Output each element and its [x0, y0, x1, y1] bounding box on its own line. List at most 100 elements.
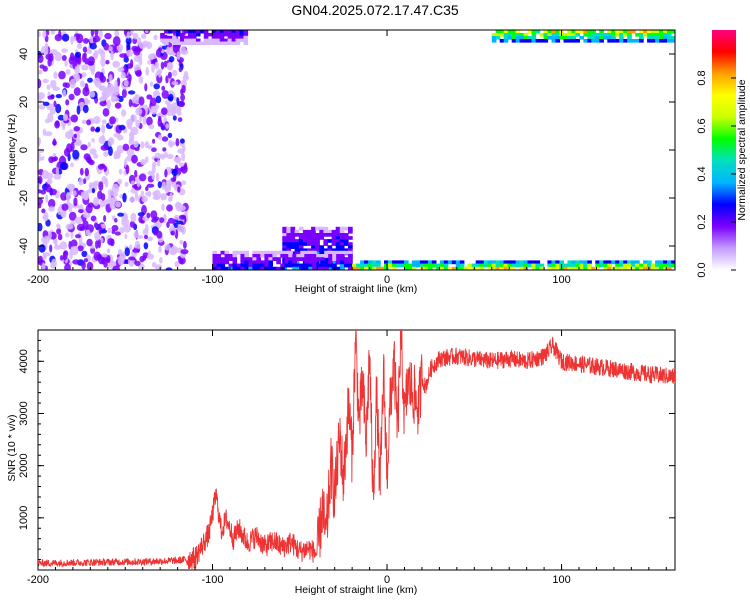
heatmap-cell-0-759	[109, 116, 116, 125]
heatmap-cell-0-824	[73, 126, 81, 132]
heatmap-cell-2-22-1	[300, 254, 305, 258]
heatmap-cell-0-288	[103, 43, 110, 51]
heatmap-cell-5-21-1	[243, 32, 249, 37]
heatmap-cell-0-146	[79, 167, 84, 176]
heatmap-cell-5-17-4	[227, 41, 233, 45]
heatmap-cell-0-631	[154, 61, 159, 70]
heatmap-cell-5-10-0	[199, 30, 205, 34]
heatmap-cell-3-56-0	[575, 260, 580, 265]
heatmap-cell-1-2-2	[290, 233, 296, 237]
heatmap-cell-4-16-0	[555, 30, 561, 34]
heatmap-cell-3-56-1	[575, 263, 580, 268]
heatmap-cell-3-8-2	[384, 266, 389, 270]
heatmap-cell-2-7-2	[240, 257, 245, 261]
heatmap-cell-0-633	[123, 56, 129, 63]
heatmap-cell-0-535	[140, 141, 145, 149]
heatmap-cell-0-862	[159, 217, 165, 224]
heatmap-cell-3-27-0	[459, 260, 465, 265]
heatmap-cell-4-19-0	[567, 30, 572, 34]
heatmap-cell-3-28-2	[463, 266, 469, 270]
heatmap-cell-5-4-3	[176, 38, 181, 43]
heatmap-cell-1-0-1	[282, 229, 287, 234]
heatmap-cell-5-6-0	[184, 30, 189, 34]
heatmap-cell-4-1-0	[495, 30, 501, 34]
heatmap-cell-2-24-2	[308, 257, 313, 261]
heatmap-cell-5-19-4	[235, 41, 241, 45]
heatmap-cell-2-0-0	[212, 250, 218, 255]
heatmap-cell-0-726	[105, 199, 110, 205]
heatmap-cell-2-28-1	[324, 254, 329, 258]
heatmap-cell-3-23-2	[443, 266, 449, 270]
heatmap-cell-0-808	[74, 141, 82, 146]
heatmap-cell-3-58-0	[583, 260, 588, 265]
colorbar-tick-label: 0.0	[696, 262, 708, 277]
heatmap-cell-3-23-0	[443, 260, 449, 265]
heatmap-cell-2-32-0	[340, 250, 345, 255]
heatmap-cell-5-1-0	[164, 30, 169, 34]
heatmap-cell-0-506	[133, 47, 141, 56]
heatmap-cell-2-2-4	[220, 263, 226, 268]
heatmap-cell-1-10-4	[323, 239, 329, 243]
heatmap-cell-1-10-2	[323, 233, 329, 237]
heatmap-cell-4-25-3	[591, 39, 596, 43]
heatmap-cell-1-10-5	[323, 242, 329, 246]
heatmap-cell-0-773	[55, 167, 60, 176]
heatmap-cell-5-17-1	[227, 32, 233, 37]
heatmap-cell-0-599	[84, 97, 89, 103]
heatmap-cell-2-8-0	[244, 250, 249, 255]
heatmap-cell-0-847	[98, 181, 104, 192]
heatmap-cell-3-18-1	[423, 263, 429, 268]
heatmap-cell-3-60-2	[591, 266, 596, 270]
heatmap-cell-2-13-4	[264, 263, 269, 268]
heatmap-cell-0-635	[59, 255, 64, 261]
heatmap-cell-5-21-4	[243, 41, 249, 45]
heatmap-cell-4-5-1	[511, 33, 517, 37]
heatmap-cell-0-471	[109, 200, 118, 210]
heatmap-cell-0-639	[107, 138, 113, 148]
heatmap-cell-0-760	[93, 153, 99, 159]
heatmap-cell-0-813	[170, 245, 178, 255]
heatmap-cell-0-487	[66, 183, 75, 190]
heatmap-cell-0-458	[166, 221, 170, 228]
heatmap-cell-1-2-5	[290, 242, 296, 246]
heatmap-cell-0-410	[179, 214, 187, 220]
heatmap-cell-0-621	[86, 49, 93, 54]
heatmap-cell-4-34-1	[627, 33, 632, 37]
heatmap-cell-1-15-3	[343, 236, 349, 240]
heatmap-cell-0-378	[144, 141, 150, 149]
heatmap-cell-3-61-0	[595, 260, 600, 265]
heatmap-cell-1-4-0	[298, 226, 304, 231]
heatmap-cell-0-648	[125, 164, 130, 175]
heatmap-cell-0-280	[149, 97, 157, 107]
snr-x-tick-label: 100	[552, 574, 570, 586]
heatmap-cell-3-50-1	[551, 263, 556, 268]
heatmap-cell-2-30-4	[332, 263, 337, 268]
heatmap-cell-2-13-1	[264, 254, 269, 258]
heatmap-cell-3-39-0	[507, 260, 513, 265]
heatmap-cell-3-10-0	[392, 260, 397, 265]
heatmap-cell-0-753	[53, 173, 62, 180]
heatmap-cell-3-18-0	[423, 260, 429, 265]
heatmap-cell-4-10-1	[531, 33, 537, 37]
heatmap-cell-0-5	[90, 247, 96, 254]
heatmap-cell-3-44-1	[527, 263, 533, 268]
chart-title: GN04.2025.072.17.47.C35	[291, 2, 459, 18]
heatmap-cell-3-67-2	[619, 266, 624, 270]
heatmap-cell-2-2-5	[220, 266, 226, 270]
heatmap-cell-0-638	[80, 144, 88, 151]
heatmap-cell-3-16-0	[415, 260, 421, 265]
heatmap-cell-0-670	[152, 195, 161, 200]
heatmap-cell-2-29-0	[328, 250, 333, 255]
heatmap-cell-5-7-4	[187, 41, 193, 45]
heatmap-cell-4-0-2	[491, 36, 497, 40]
heatmap-cell-5-14-1	[215, 32, 221, 37]
heatmap-cell-3-35-0	[491, 260, 497, 265]
heatmap-cell-1-14-2	[339, 233, 345, 237]
heatmap-cell-3-69-1	[627, 263, 632, 268]
heatmap-cell-2-19-0	[288, 250, 293, 255]
heatmap-cell-5-11-3	[203, 38, 209, 43]
heatmap-cell-0-888	[83, 52, 87, 59]
heatmap-cell-0-884	[144, 191, 152, 196]
heatmap-cell-0-575	[51, 258, 57, 269]
heatmap-cell-1-12-5	[331, 242, 337, 246]
